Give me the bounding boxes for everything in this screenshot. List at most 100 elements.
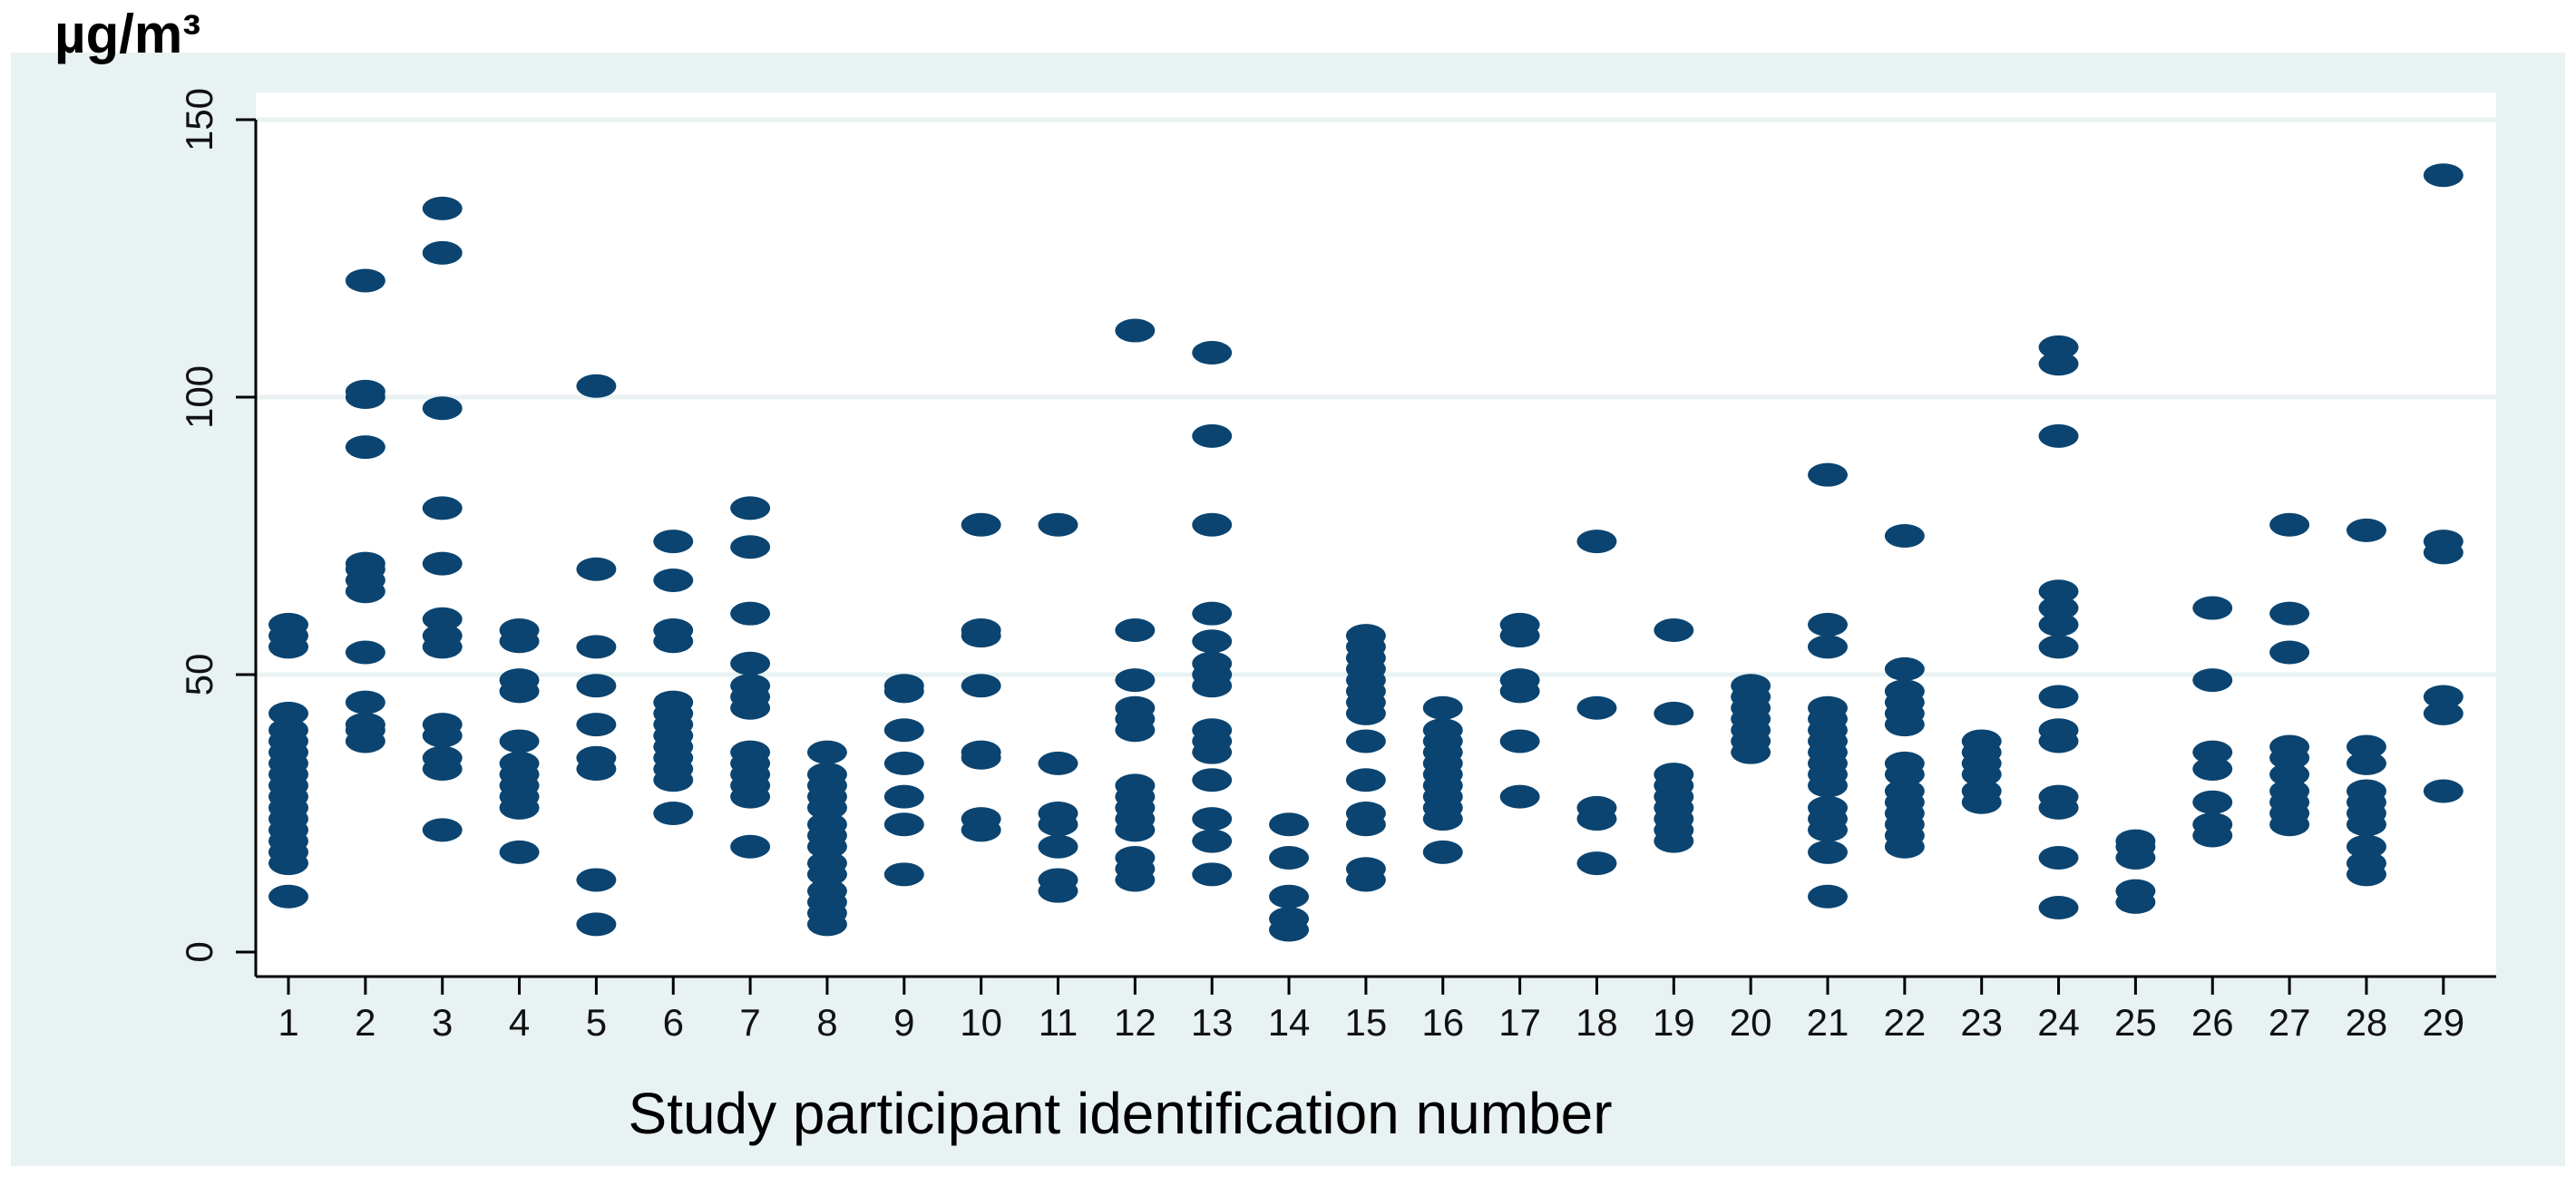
data-point (1115, 845, 1156, 870)
x-tick-label: 28 (2346, 1001, 2388, 1044)
data-point (422, 607, 463, 631)
data-point (961, 807, 1001, 831)
data-point (730, 651, 771, 676)
data-point (1808, 840, 1848, 864)
data-point (2423, 701, 2464, 725)
data-point (1345, 768, 1386, 792)
data-point (1269, 884, 1310, 909)
data-point (1269, 907, 1310, 931)
data-point (2346, 734, 2386, 759)
data-point (1808, 612, 1848, 637)
data-point (2038, 718, 2079, 743)
data-point (961, 674, 1001, 698)
data-point (2038, 579, 2079, 604)
x-tick-label: 4 (509, 1001, 530, 1044)
data-point (576, 868, 617, 892)
data-point (422, 240, 463, 265)
data-point (1345, 857, 1386, 881)
data-point (2192, 757, 2233, 782)
data-point (1192, 423, 1233, 448)
x-tick-label: 1 (278, 1001, 298, 1044)
data-point (2038, 352, 2079, 376)
y-tick-label: 150 (178, 88, 220, 151)
data-point (806, 812, 847, 837)
data-point (1345, 729, 1386, 753)
x-tick-label: 29 (2422, 1001, 2464, 1044)
data-point (2192, 790, 2233, 814)
data-point (576, 635, 617, 659)
data-point (2346, 751, 2386, 775)
x-tick-label: 16 (1421, 1001, 1464, 1044)
data-point (2346, 834, 2386, 859)
data-point (576, 912, 617, 937)
x-axis-ticks: 1 2 3 4 5 6 7 8 9 10 11 12 13 14 15 16 17 18 19 20 21 22 23 24 2… (278, 977, 2464, 1044)
x-tick-label: 18 (1576, 1001, 1618, 1044)
data-point (2423, 779, 2464, 803)
data-point (499, 751, 540, 775)
data-point (1115, 773, 1156, 798)
data-point (576, 745, 617, 770)
y-axis-title: µg/m³ (54, 4, 200, 64)
data-point (1499, 612, 1540, 637)
data-point (422, 496, 463, 520)
data-point (422, 551, 463, 576)
x-tick-label: 15 (1345, 1001, 1388, 1044)
data-point (1808, 462, 1848, 487)
data-point (883, 784, 924, 809)
x-tick-label: 12 (1114, 1001, 1156, 1044)
data-point (2346, 779, 2386, 803)
data-point (653, 690, 694, 715)
data-point (730, 674, 771, 698)
x-tick-label: 22 (1883, 1001, 1926, 1044)
data-point (2192, 740, 2233, 764)
data-point (730, 535, 771, 559)
x-axis-title: Study participant identification number (628, 1081, 1612, 1146)
data-point (2269, 779, 2310, 803)
data-point (576, 374, 617, 398)
data-point (1192, 829, 1233, 853)
x-tick-label: 25 (2114, 1001, 2157, 1044)
data-point (2115, 829, 2156, 853)
data-point (422, 624, 463, 648)
data-point (730, 740, 771, 764)
data-point (345, 640, 385, 665)
data-point (2038, 612, 2079, 637)
data-point (1884, 751, 1925, 775)
data-point (806, 851, 847, 876)
data-point (653, 618, 694, 643)
y-axis-ticks: 0 50 100 150 (178, 88, 256, 963)
data-point (1884, 679, 1925, 704)
data-point (422, 713, 463, 737)
data-point (576, 557, 617, 581)
data-point (1576, 795, 1617, 820)
x-tick-label: 26 (2191, 1001, 2234, 1044)
plot-area (256, 92, 2496, 977)
data-point (1499, 784, 1540, 809)
data-point (268, 612, 308, 637)
data-point (1576, 530, 1617, 554)
x-tick-label: 10 (960, 1001, 1002, 1044)
data-point (2269, 763, 2310, 787)
x-tick-label: 14 (1268, 1001, 1311, 1044)
x-tick-label: 3 (432, 1001, 453, 1044)
data-point (961, 512, 1001, 537)
x-tick-label: 23 (1960, 1001, 2003, 1044)
data-point (2038, 784, 2079, 809)
data-point (422, 396, 463, 421)
data-point (1192, 718, 1233, 743)
data-point (730, 834, 771, 859)
data-point (806, 879, 847, 903)
data-point (653, 530, 694, 554)
data-point (1115, 668, 1156, 693)
data-points (268, 163, 2464, 942)
data-point (345, 713, 385, 737)
data-point (268, 701, 308, 725)
data-point (1192, 862, 1233, 887)
data-point (1808, 884, 1848, 909)
data-point (2269, 734, 2310, 759)
data-point (2346, 851, 2386, 876)
data-point (1038, 802, 1078, 825)
data-point (1115, 695, 1156, 720)
data-point (806, 763, 847, 787)
x-tick-label: 27 (2269, 1001, 2311, 1044)
